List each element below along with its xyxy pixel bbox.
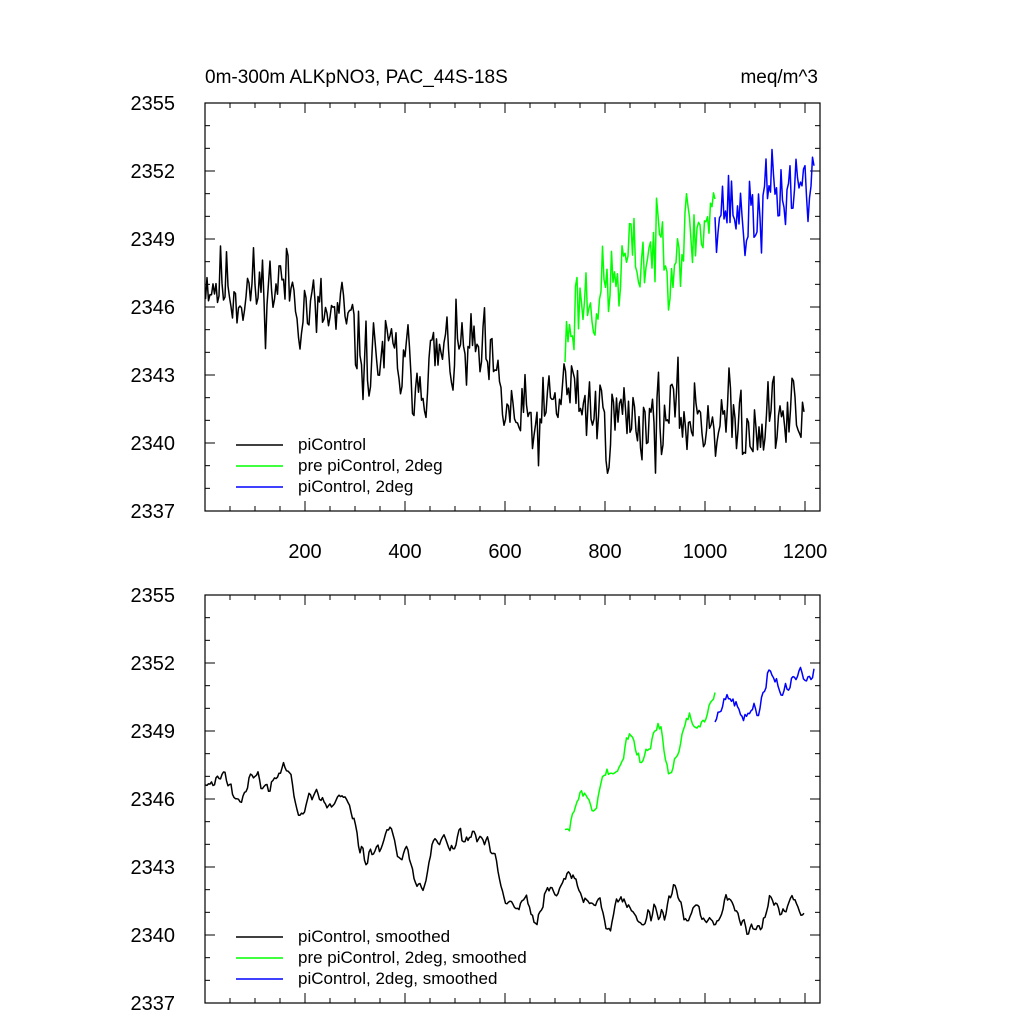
chart-panel-1: 2337 2340 2343 2346 2349 2352 2355 200 400 600 800… xyxy=(131,67,828,563)
y-tick-label: 2355 xyxy=(131,585,176,607)
series-line-1 xyxy=(205,245,805,475)
y-tick-label: 2352 xyxy=(131,653,176,675)
x-tick-label: 400 xyxy=(388,541,421,563)
x-tick-label: 1200 xyxy=(783,541,828,563)
y-tick-label: 2343 xyxy=(131,857,176,879)
y-tick-label: 2349 xyxy=(131,721,176,743)
units-label: meq/m^3 xyxy=(740,67,818,88)
y-tick-label: 2337 xyxy=(131,501,176,523)
y-tick-label: 2340 xyxy=(131,925,176,947)
y-tick-label: 2337 xyxy=(131,993,176,1015)
y-tick-label: 2340 xyxy=(131,433,176,455)
y-tick-label: 2349 xyxy=(131,229,176,251)
y-tick-label: 2346 xyxy=(131,789,176,811)
legend-label-3: piControl, 2deg, smoothed xyxy=(298,969,497,988)
legend-label-1: piControl, smoothed xyxy=(298,927,450,946)
series-line-3 xyxy=(714,666,815,723)
chart-title: 0m-300m ALKpNO3, PAC_44S-18S xyxy=(205,67,508,88)
x-tick-label: 1000 xyxy=(683,541,728,563)
legend-label-1: piControl xyxy=(298,435,366,454)
legend-label-2: pre piControl, 2deg xyxy=(298,456,443,475)
y-tick-label: 2346 xyxy=(131,297,176,319)
chart-panel-2: 2337 2340 2343 2346 2349 2352 2355 piControl, s… xyxy=(131,585,821,1015)
x-tick-label: 800 xyxy=(588,541,621,563)
x-tick-label: 200 xyxy=(288,541,321,563)
y-tick-label: 2343 xyxy=(131,365,176,387)
x-tick-label: 600 xyxy=(488,541,521,563)
legend-label-3: piControl, 2deg xyxy=(298,477,413,496)
y-tick-label: 2355 xyxy=(131,93,176,115)
series-line-2 xyxy=(564,692,716,832)
y-tick-label: 2352 xyxy=(131,161,176,183)
legend-label-2: pre piControl, 2deg, smoothed xyxy=(298,948,527,967)
series-line-3 xyxy=(714,148,815,257)
series-line-2 xyxy=(564,192,716,363)
series-line-1 xyxy=(205,761,805,936)
